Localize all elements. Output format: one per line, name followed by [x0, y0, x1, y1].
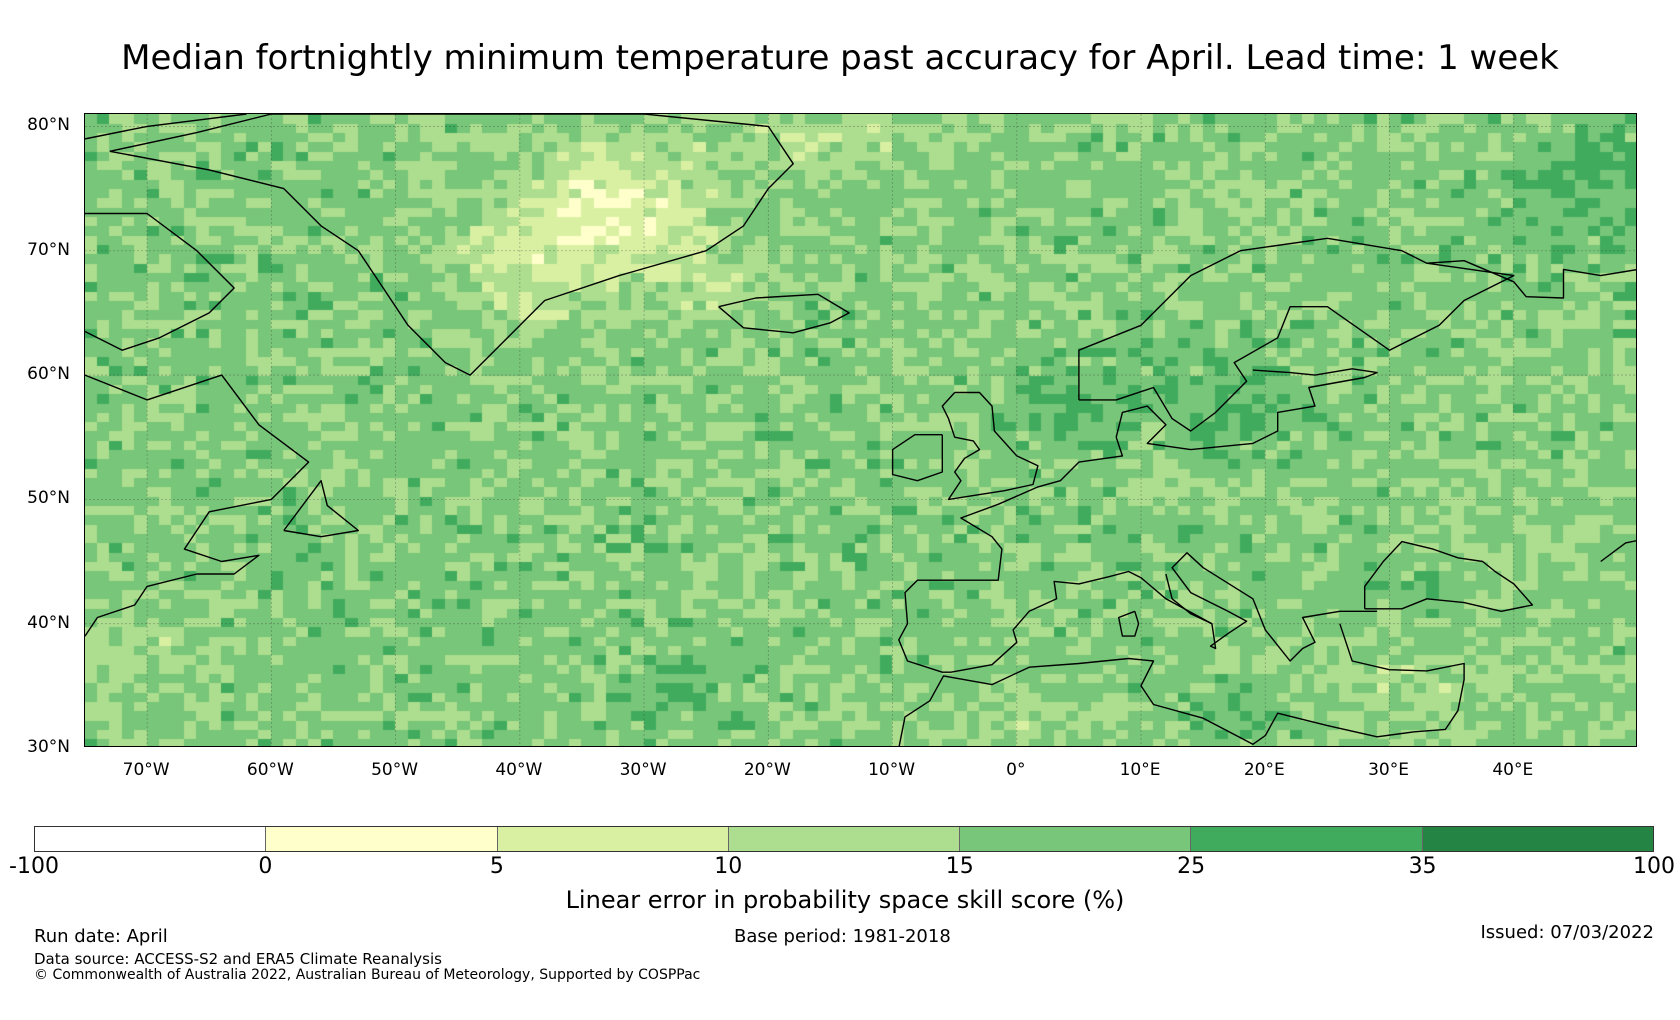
lat-label: 70°N — [27, 239, 70, 260]
coast-newfoundland — [283, 480, 359, 538]
lon-label: 0° — [1006, 760, 1026, 780]
map-panel[interactable] — [84, 113, 1637, 747]
data-source: Data source: ACCESS-S2 and ERA5 Climate … — [34, 950, 442, 968]
lon-label: 40°E — [1492, 760, 1534, 780]
colorbar-tick-label: 35 — [1408, 854, 1437, 879]
colorbar-segment — [266, 827, 498, 851]
lat-label: 80°N — [27, 115, 70, 136]
coast-italy — [1165, 573, 1213, 625]
colorbar-tick-label: 0 — [258, 854, 273, 879]
lon-label: 20°W — [743, 760, 791, 780]
lat-label: 30°N — [27, 737, 70, 757]
colorbar-tick-label: 10 — [714, 854, 743, 879]
lon-label: 10°E — [1119, 760, 1161, 780]
lon-label: 20°E — [1243, 760, 1285, 780]
coast-north-america — [85, 374, 310, 637]
issued-date: Issued: 07/03/2022 — [1480, 922, 1654, 943]
colorbar-segment — [728, 827, 961, 851]
run-date: Run date: April — [34, 926, 168, 947]
coast-north-africa — [898, 623, 1465, 746]
lat-label: 60°N — [27, 364, 70, 385]
colorbar-tick-label: -100 — [9, 854, 59, 879]
colorbar-segment — [35, 827, 267, 851]
lon-label: 50°W — [371, 760, 419, 780]
lon-label: 30°E — [1368, 760, 1409, 780]
colorbar-label: Linear error in probability space skill … — [565, 886, 1125, 914]
coast-baffin — [85, 212, 235, 351]
lon-label: 30°W — [619, 760, 667, 780]
coast-great-britain — [941, 391, 1039, 501]
colorbar-tick-label: 25 — [1177, 854, 1206, 879]
coast-black-sea — [1364, 540, 1534, 612]
coastlines-and-gridlines — [85, 114, 1636, 746]
coast-europe — [898, 368, 1378, 673]
colorbar-segment — [960, 827, 1192, 851]
coast-svalbard — [85, 114, 247, 140]
coast-russia-arctic — [1426, 260, 1636, 299]
page-title: Median fortnightly minimum temperature p… — [121, 38, 1559, 78]
copyright: © Commonwealth of Australia 2022, Austra… — [34, 967, 701, 983]
lat-label: 40°N — [27, 612, 70, 633]
gridlines — [85, 114, 1636, 746]
coast-ireland — [891, 434, 943, 482]
lon-label: 10°W — [868, 760, 916, 780]
coast-iceland — [718, 293, 850, 334]
base-period: Base period: 1981-2018 — [734, 926, 951, 947]
lon-label: 60°W — [246, 760, 294, 780]
lon-label: 40°W — [495, 760, 543, 780]
coast-sardinia — [1118, 610, 1140, 637]
colorbar-tick-label: 100 — [1633, 854, 1675, 879]
lat-label: 50°N — [27, 488, 70, 509]
colorbar — [34, 826, 1654, 852]
coast-scandinavia — [1078, 237, 1515, 432]
coast-caspian — [1600, 540, 1636, 563]
colorbar-segment — [1422, 827, 1653, 851]
coast-greenland — [109, 114, 794, 376]
skill-score-raster — [85, 114, 1636, 746]
colorbar-segment — [497, 827, 729, 851]
colorbar-tick-label: 5 — [489, 854, 504, 879]
colorbar-tick-label: 15 — [945, 854, 974, 879]
colorbar-segment — [1191, 827, 1423, 851]
lon-label: 70°W — [122, 760, 170, 780]
